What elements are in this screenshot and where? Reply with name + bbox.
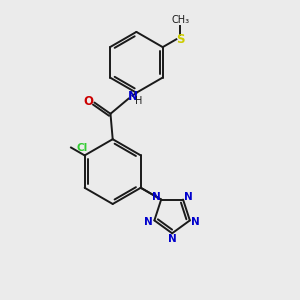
Text: CH₃: CH₃ [171, 15, 189, 25]
Text: H: H [135, 96, 142, 106]
Text: N: N [191, 218, 200, 227]
Text: N: N [152, 192, 161, 202]
Text: N: N [128, 90, 137, 103]
Text: O: O [83, 95, 94, 108]
Text: N: N [168, 234, 176, 244]
Text: S: S [176, 33, 184, 46]
Text: N: N [144, 218, 153, 227]
Text: Cl: Cl [77, 142, 88, 152]
Text: N: N [184, 192, 192, 202]
